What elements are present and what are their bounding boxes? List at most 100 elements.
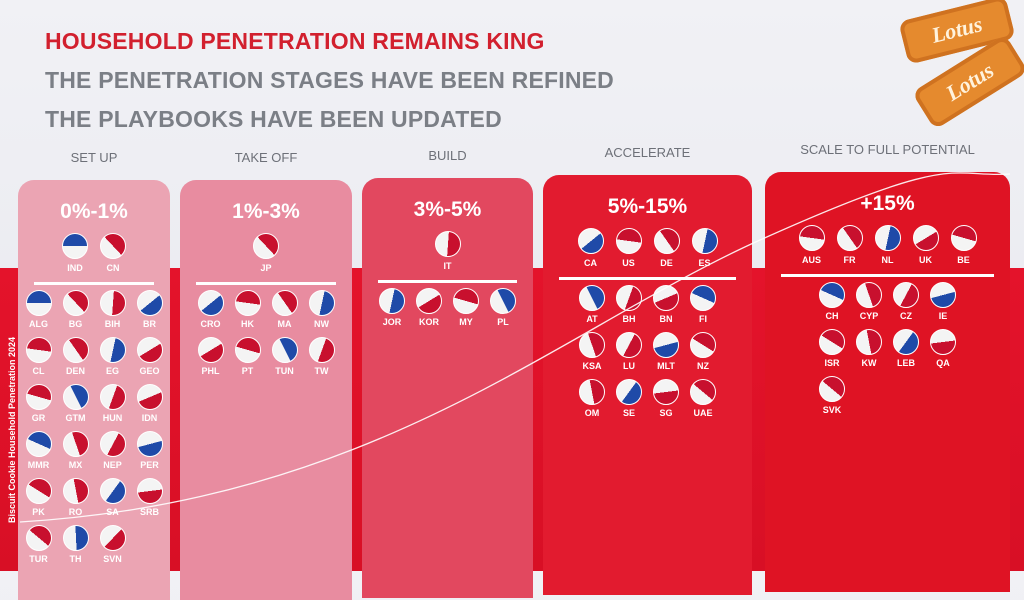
country-code: KOR bbox=[419, 317, 439, 327]
country-code: AT bbox=[586, 314, 598, 324]
curve-line bbox=[19, 172, 1011, 523]
country-code: TUN bbox=[275, 366, 294, 376]
country-code: SRB bbox=[139, 507, 159, 517]
country-code: NW bbox=[314, 319, 329, 329]
country-code: NEP bbox=[103, 460, 122, 470]
flag-icon bbox=[136, 431, 163, 457]
flag-icon bbox=[197, 337, 224, 363]
flag-icon bbox=[25, 478, 52, 504]
divider bbox=[781, 274, 994, 277]
country-code: EG bbox=[105, 366, 119, 376]
country-code: MLT bbox=[657, 361, 675, 371]
country-code: MA bbox=[277, 319, 292, 329]
country-code: BE bbox=[957, 255, 970, 265]
flag-icon bbox=[653, 379, 679, 405]
country-code: FR bbox=[843, 255, 856, 265]
country-code: JOR bbox=[382, 317, 402, 327]
flag-icon bbox=[62, 478, 89, 504]
country-code: KW bbox=[861, 358, 877, 368]
flag-icon bbox=[819, 282, 845, 308]
country-code: KSA bbox=[582, 361, 602, 371]
country-code: ES bbox=[698, 258, 711, 268]
country-code: MY bbox=[459, 317, 473, 327]
flag-icon bbox=[62, 525, 89, 551]
country-code: BH bbox=[622, 314, 636, 324]
country-code: NZ bbox=[697, 361, 709, 371]
headline: HOUSEHOLD PENETRATION REMAINS KING bbox=[45, 28, 545, 54]
flag-icon bbox=[856, 329, 882, 355]
flag-icon bbox=[136, 478, 163, 504]
flag-icon bbox=[579, 285, 605, 311]
country-code: PT bbox=[241, 366, 254, 376]
flag-icon bbox=[25, 337, 52, 363]
country-code: DEN bbox=[65, 366, 85, 376]
flag-icon bbox=[234, 290, 261, 316]
flag-icon bbox=[62, 384, 89, 410]
flag-icon bbox=[99, 478, 126, 504]
country-code: DE bbox=[660, 258, 673, 268]
flag-icon bbox=[25, 525, 52, 551]
flag-icon bbox=[308, 337, 335, 363]
flag-icon bbox=[691, 228, 718, 254]
stage-name: TAKE OFF bbox=[234, 150, 298, 165]
divider bbox=[34, 282, 154, 285]
flag-icon bbox=[490, 288, 516, 314]
flag-icon bbox=[653, 332, 679, 358]
country-code: UAE bbox=[693, 408, 713, 418]
divider bbox=[196, 282, 336, 285]
country-code: CZ bbox=[900, 311, 912, 321]
flag-icon bbox=[253, 233, 279, 259]
stage-name: BUILD bbox=[428, 148, 467, 163]
country-code: PK bbox=[32, 507, 45, 517]
country-code: PL bbox=[497, 317, 509, 327]
flag-icon bbox=[99, 384, 126, 410]
country-code: MX bbox=[68, 460, 83, 470]
country-code: AUS bbox=[801, 255, 821, 265]
flag-icon bbox=[99, 290, 126, 316]
flag-icon bbox=[136, 290, 163, 316]
flag-icon bbox=[836, 225, 863, 251]
flag-icon bbox=[62, 431, 89, 457]
country-code: TW bbox=[314, 366, 329, 376]
country-code: IT bbox=[443, 261, 452, 271]
penetration-range: +15% bbox=[860, 192, 915, 215]
country-code: QA bbox=[936, 358, 950, 368]
flag-icon bbox=[25, 384, 52, 410]
country-code: IDN bbox=[141, 413, 158, 423]
flag-icon bbox=[136, 337, 163, 363]
flag-icon bbox=[893, 329, 919, 355]
flag-icon bbox=[271, 290, 298, 316]
flag-icon bbox=[874, 225, 901, 251]
flag-icon bbox=[25, 431, 52, 457]
country-code: CA bbox=[584, 258, 597, 268]
country-code: SVK bbox=[822, 405, 842, 415]
flag-icon bbox=[271, 337, 298, 363]
flag-icon bbox=[25, 290, 52, 316]
flag-icon bbox=[653, 285, 679, 311]
country-code: CN bbox=[106, 263, 120, 273]
country-code: NL bbox=[881, 255, 894, 265]
flag-icon bbox=[136, 384, 163, 410]
country-code: JP bbox=[260, 263, 272, 273]
stage-name: SCALE TO FULL POTENTIAL bbox=[800, 142, 975, 157]
flag-icon bbox=[434, 231, 461, 257]
country-code: BR bbox=[143, 319, 156, 329]
flag-icon bbox=[234, 337, 261, 363]
growth-curve bbox=[0, 0, 1024, 571]
flag-icon bbox=[819, 376, 845, 402]
flag-icon bbox=[577, 228, 604, 254]
country-code: BG bbox=[68, 319, 83, 329]
country-code: SG bbox=[659, 408, 673, 418]
country-code: CL bbox=[32, 366, 45, 376]
flag-icon bbox=[453, 288, 479, 314]
country-code: SE bbox=[622, 408, 635, 418]
flag-icon bbox=[379, 288, 405, 314]
flag-icon bbox=[62, 233, 88, 259]
flag-icon bbox=[819, 329, 845, 355]
flag-icon bbox=[615, 228, 642, 254]
divider bbox=[559, 277, 736, 280]
country-code: LEB bbox=[897, 358, 915, 368]
country-code: PHL bbox=[201, 366, 220, 376]
flag-icon bbox=[653, 228, 680, 254]
country-code: CRO bbox=[200, 319, 221, 329]
